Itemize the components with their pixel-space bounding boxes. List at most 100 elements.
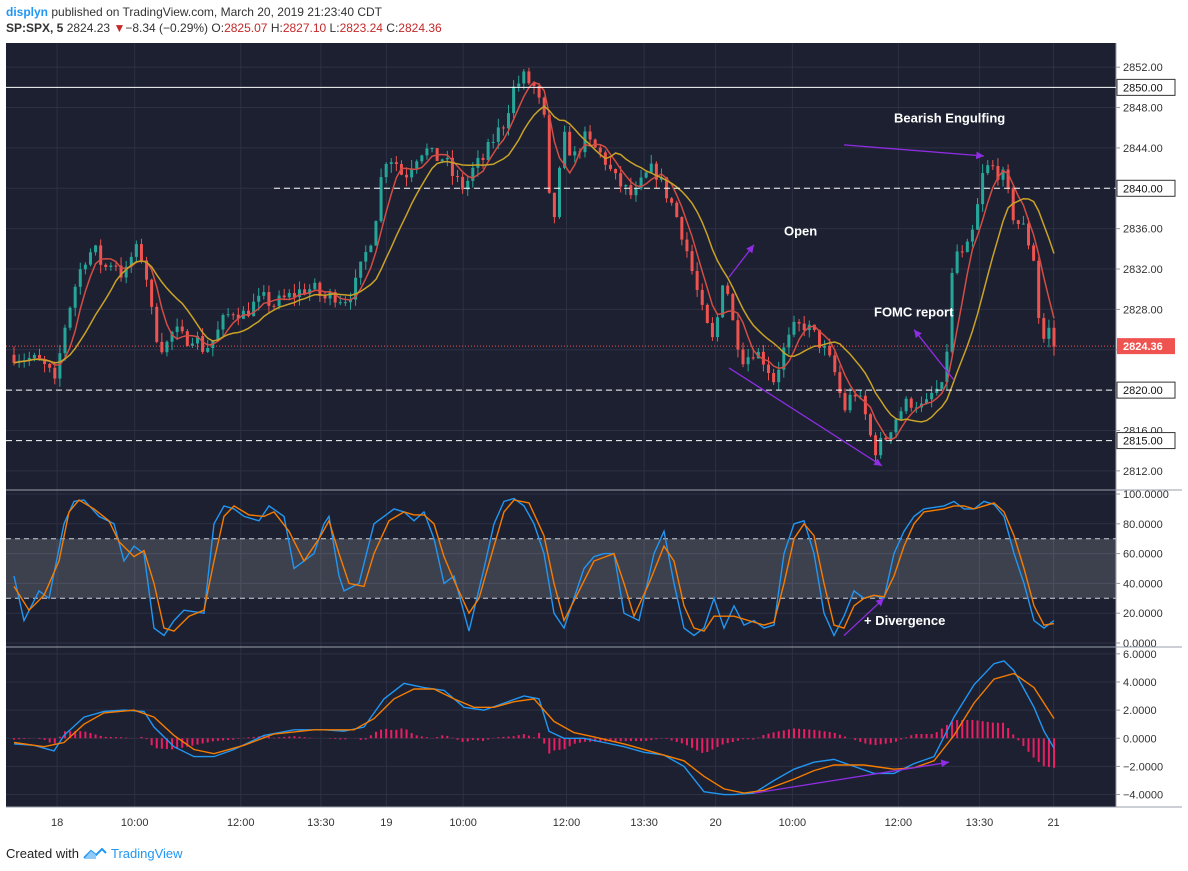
level-label: 2820.00 [1123, 385, 1163, 397]
candle-body [328, 292, 332, 299]
candle-body [1021, 223, 1025, 225]
candle-body [507, 113, 511, 129]
tradingview-link[interactable]: TradingView [110, 846, 183, 861]
candle-body [63, 327, 67, 354]
candle-body [955, 251, 959, 273]
candle-body [139, 244, 143, 261]
candle-body [746, 357, 750, 365]
candle-body [736, 320, 740, 350]
author-link[interactable]: displyn [6, 5, 49, 19]
candle-body [986, 165, 990, 174]
price-tick-label: 0.0000 [1123, 733, 1157, 745]
candle-body [583, 131, 587, 153]
time-tick-label: 12:00 [553, 817, 581, 829]
candle-body [481, 157, 485, 161]
candle-body [848, 394, 852, 411]
candle-body [619, 173, 623, 187]
symbol-label[interactable]: SP:SPX, 5 [6, 21, 64, 35]
candle-body [996, 166, 1000, 180]
price-tick-label: 80.0000 [1123, 519, 1163, 531]
candle-body [802, 323, 806, 331]
time-tick-label: 10:00 [449, 817, 477, 829]
annotation-2-label: FOMC report [874, 304, 954, 319]
stoch-d-line [13, 499, 1055, 632]
candle-body [384, 163, 388, 178]
candle-body [868, 414, 872, 436]
ohlc-legend: SP:SPX, 5 2824.23 ▼−8.34 (−0.29%) O:2825… [6, 21, 442, 35]
candle-body [277, 295, 281, 306]
candle-body [716, 317, 720, 338]
candle-body [450, 157, 454, 177]
candle-body [410, 168, 414, 178]
candle-body [823, 345, 827, 348]
price-tick-label: 2812.00 [1123, 466, 1163, 478]
candle-body [1006, 169, 1010, 188]
price-tick-label: 60.0000 [1123, 549, 1163, 561]
price-tick-label: 2.0000 [1123, 705, 1157, 717]
macd-divergence-arrow [753, 759, 950, 794]
candle-body [190, 343, 194, 346]
candle-body [858, 395, 862, 397]
candle-body [119, 265, 123, 278]
candle-body [563, 131, 567, 168]
footer: Created with TradingView [6, 846, 183, 861]
candle-body [935, 388, 939, 393]
candle-body [741, 349, 745, 365]
time-tick-label: 12:00 [885, 817, 913, 829]
candle-body [598, 147, 602, 153]
candle-body [695, 271, 699, 290]
candle-body [430, 148, 434, 150]
candle-body [109, 265, 113, 268]
candle-body [348, 299, 352, 303]
candle-body [685, 239, 689, 252]
candle-body [292, 292, 296, 298]
candle-body [155, 306, 159, 342]
candle-body [1032, 245, 1036, 261]
candle-body [226, 314, 230, 316]
candle-body [425, 148, 429, 156]
candle-body [751, 357, 755, 359]
candle-body [124, 266, 128, 278]
candle-body [777, 369, 781, 383]
candle-body [1016, 220, 1020, 225]
time-tick-label: 20 [710, 817, 722, 829]
candle-body [670, 198, 674, 203]
candle-body [981, 173, 985, 205]
candle-body [634, 188, 638, 196]
candle-body [1042, 318, 1046, 339]
time-tick-label: 10:00 [121, 817, 149, 829]
candle-body [129, 256, 133, 267]
macd-signal-line [13, 672, 1055, 794]
candle-body [838, 372, 842, 394]
candle-body [114, 265, 118, 267]
candle-body [731, 293, 735, 321]
candle-body [863, 395, 867, 415]
candle-body [930, 392, 934, 400]
candle-body [787, 334, 791, 348]
price-tick-label: 100.0000 [1123, 489, 1169, 501]
annotation-3-arrow [728, 367, 883, 467]
tradingview-logo-icon [83, 847, 107, 859]
candle-body [338, 302, 342, 304]
candle-body [48, 364, 52, 368]
published-text: published on TradingView.com, March 20, … [51, 5, 383, 19]
price-tick-label: 4.0000 [1123, 677, 1157, 689]
candle-body [705, 304, 709, 324]
candle-body [466, 180, 470, 190]
candle-body [976, 204, 980, 230]
price-tick-label: 2836.00 [1123, 224, 1163, 236]
price-chart[interactable]: 18 10:00 12:00 13:30 19 10:00 12:00 13:30 20 10:0… [6, 43, 1182, 835]
candle-body [99, 245, 103, 265]
stoch-band [6, 538, 1116, 599]
candle-body [797, 321, 801, 324]
candle-body [639, 177, 643, 189]
candle-body [303, 289, 307, 295]
candle-body [527, 71, 531, 84]
candle-body [160, 341, 164, 353]
candle-body [782, 347, 786, 370]
candle-body [308, 289, 312, 295]
open-value: 2825.07 [224, 21, 268, 35]
candle-body [884, 437, 888, 440]
candle-body [201, 336, 205, 352]
candle-body [83, 264, 87, 270]
